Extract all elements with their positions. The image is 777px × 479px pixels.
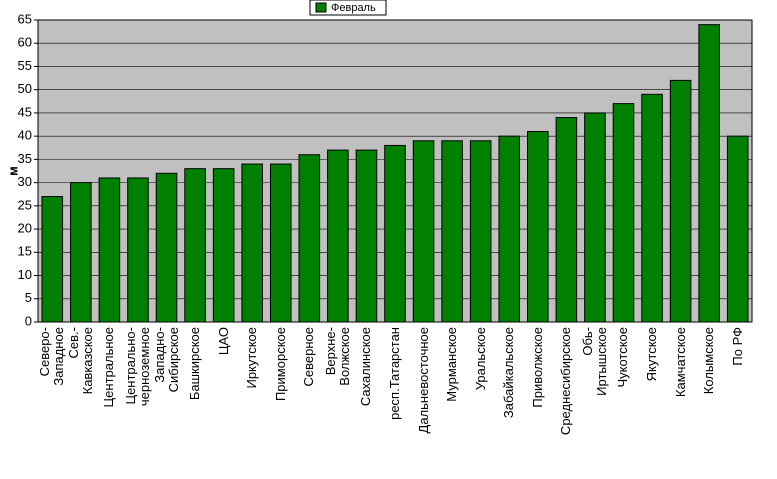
y-tick-label: 5 bbox=[25, 290, 32, 305]
bar bbox=[726, 135, 749, 323]
bar bbox=[269, 163, 292, 323]
legend-label: Февраль bbox=[331, 2, 376, 14]
x-tick-label: Северное bbox=[301, 327, 317, 387]
bar bbox=[469, 140, 492, 323]
bar bbox=[584, 112, 606, 323]
bar bbox=[184, 168, 206, 323]
x-tick-label: Колымское bbox=[701, 327, 717, 395]
x-tick-label: Обь- Иртышское bbox=[579, 327, 609, 396]
x-tick-label: Иркутское bbox=[244, 327, 260, 389]
bar bbox=[441, 140, 463, 323]
y-tick-label: 10 bbox=[18, 267, 32, 282]
bar bbox=[327, 149, 349, 323]
y-tick-label: 30 bbox=[18, 174, 32, 189]
x-tick-label: ЦАО bbox=[215, 327, 231, 356]
x-tick-label: Центрально- черноземное bbox=[122, 327, 152, 407]
x-tick-label: Сахалинское bbox=[358, 327, 374, 407]
x-tick-label: Среднесибирское bbox=[558, 327, 574, 436]
bar bbox=[127, 177, 149, 323]
bar bbox=[498, 135, 521, 323]
x-tick-label: Приморское bbox=[272, 327, 288, 402]
x-tick-label: Сев.- Кавказское bbox=[65, 327, 95, 395]
y-tick-label: 35 bbox=[18, 151, 32, 166]
x-tick-label: Западно- Сибирское bbox=[151, 327, 181, 393]
x-tick-label: Якутское bbox=[644, 327, 660, 382]
y-tick-label: 25 bbox=[18, 197, 32, 212]
y-tick-label: 60 bbox=[18, 35, 32, 50]
x-tick-label: Верхне- Волжское bbox=[322, 327, 352, 386]
legend-swatch bbox=[315, 2, 327, 13]
bar bbox=[212, 168, 235, 323]
y-tick-label: 40 bbox=[18, 128, 32, 143]
bar bbox=[98, 177, 121, 323]
y-tick-label: 50 bbox=[18, 81, 32, 96]
bar bbox=[155, 172, 178, 323]
bar bbox=[641, 93, 663, 323]
y-tick-label: 55 bbox=[18, 58, 32, 73]
bar bbox=[241, 163, 263, 323]
x-tick-label: Северо- Западное bbox=[37, 327, 67, 386]
y-tick-label: 65 bbox=[18, 11, 32, 26]
bar bbox=[527, 131, 549, 323]
bar bbox=[612, 103, 635, 323]
y-tick-label: 20 bbox=[18, 221, 32, 236]
x-tick-label: Дальневосточное bbox=[415, 327, 431, 434]
x-tick-label: Центральное bbox=[101, 327, 117, 408]
legend-box bbox=[309, 0, 387, 16]
bar bbox=[698, 24, 720, 323]
bar bbox=[412, 140, 435, 323]
bar bbox=[41, 196, 64, 323]
x-tick-label: Забайкальское bbox=[501, 327, 517, 419]
x-tick-label: респ.Татарстан bbox=[387, 327, 402, 420]
x-tick-label: Башкирское bbox=[187, 327, 203, 401]
x-tick-label: Уральское bbox=[472, 327, 488, 391]
y-tick-label: 45 bbox=[18, 104, 32, 119]
x-tick-label: По РФ bbox=[729, 327, 745, 366]
bar bbox=[70, 182, 92, 323]
y-tick-label: 15 bbox=[18, 244, 32, 259]
bar bbox=[555, 117, 578, 323]
bar bbox=[669, 79, 692, 323]
x-tick-label: Приволжское bbox=[529, 327, 545, 408]
x-tick-label: Камчатское bbox=[672, 327, 688, 398]
bar bbox=[355, 149, 378, 323]
bar bbox=[298, 154, 321, 323]
y-tick-label: 0 bbox=[25, 313, 32, 328]
bar bbox=[384, 144, 406, 323]
x-tick-label: Чукотское bbox=[615, 327, 631, 388]
x-tick-label: Мурманское bbox=[444, 327, 460, 402]
y-axis-label: м bbox=[5, 166, 20, 176]
